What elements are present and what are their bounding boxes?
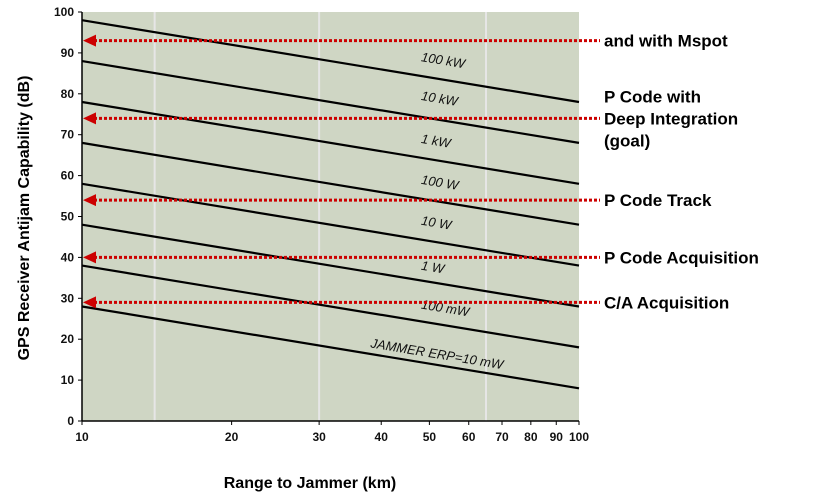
x-axis-title: Range to Jammer (km) [224,475,397,492]
x-tick-label: 80 [524,430,538,444]
x-tick-label: 30 [312,430,326,444]
x-tick-label: 20 [225,430,239,444]
annotation-label: and with Mspot [604,32,728,51]
y-tick-label: 50 [61,210,75,224]
annotations: and with Mspot P Code with Deep Integratio… [83,32,759,312]
annotation-label: P Code with [604,87,701,106]
annotation-arrowhead [83,251,96,264]
annotation-label: P Code Acquisition [604,248,759,267]
annotation-arrowhead [83,112,96,125]
x-tick-label: 100 [569,430,589,444]
series-label: 1 kW [420,131,453,151]
series-line [81,264,580,349]
y-tick-label: 100 [54,5,74,19]
x-tick-label: 10 [75,430,89,444]
series-label: 1 W [420,258,447,277]
y-axis-title: GPS Receiver Antijam Capability (dB) [16,76,33,361]
plot-area [82,12,579,421]
annotation-label: (goal) [604,131,650,150]
series-line [81,100,580,185]
annotation-label: P Code Track [604,191,712,210]
annotation-label: C/A Acquisition [604,293,729,312]
annotation-arrowhead [83,296,96,309]
annotation-label: Deep Integration [604,109,738,128]
grid-lines [153,12,488,421]
y-tick-label: 60 [61,169,75,183]
series-lines [81,19,580,390]
x-tick-label: 50 [423,430,437,444]
y-tick-label: 80 [61,87,75,101]
annotation-arrowhead [83,194,96,207]
x-tick-label: 60 [462,430,476,444]
series-label: 100 W [420,172,461,193]
y-tick-label: 70 [61,128,75,142]
series-line [81,305,580,390]
y-tick-label: 20 [61,332,75,346]
axes [78,11,580,425]
series-label: 100 kW [420,49,468,71]
y-tick-label: 40 [61,250,75,264]
annotation-arrowhead [83,34,96,47]
y-tick-label: 90 [61,46,75,60]
series-line [81,223,580,308]
series-line [81,182,580,267]
x-tick-label: 40 [375,430,389,444]
series-label: 10 kW [420,88,460,109]
series-line [81,19,580,104]
y-tick-label: 30 [61,291,75,305]
y-tick-labels: 0 10 20 30 40 50 60 70 80 90 100 [54,5,74,428]
y-tick-label: 10 [61,373,75,387]
series-label: 10 W [420,213,454,233]
series-line [81,59,580,144]
y-tick-label: 0 [67,414,74,428]
x-tick-label: 90 [550,430,564,444]
series-line [81,141,580,226]
x-tick-labels: 10 20 30 40 50 60 70 80 90 100 [75,430,589,444]
x-tick-label: 70 [495,430,509,444]
